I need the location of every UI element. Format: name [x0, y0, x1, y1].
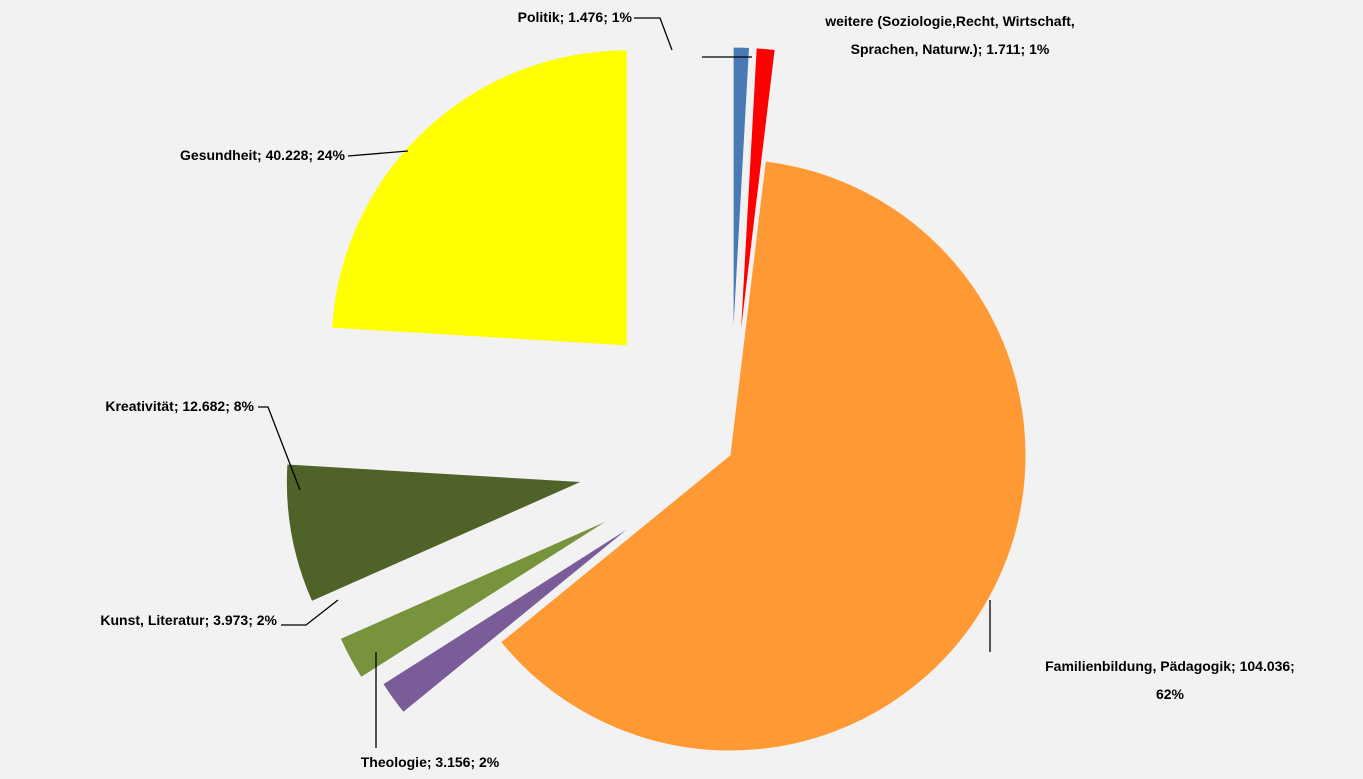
pie-slice [331, 49, 628, 347]
pie-slice [732, 46, 751, 344]
leader-line [634, 17, 673, 51]
data-label-line: weitere (Soziologie,Recht, Wirtschaft, [824, 13, 1075, 29]
data-label: Politik; 1.476; 1% [518, 9, 633, 25]
pie-slice [739, 47, 776, 344]
data-label-line: Gesundheit; 40.228; 24% [180, 147, 346, 163]
pie-slice [382, 524, 634, 714]
leader-line [281, 599, 339, 626]
leader-line [347, 150, 409, 157]
data-label-line: Sprachen, Naturw.); 1.711; 1% [851, 41, 1050, 57]
data-label-line: Theologie; 3.156; 2% [361, 754, 500, 770]
data-label: Familienbildung, Pädagogik; 104.036; 62% [1045, 658, 1295, 702]
leader-line [258, 406, 301, 491]
data-label-line: Kreativität; 12.682; 8% [105, 398, 254, 414]
data-label: Gesundheit; 40.228; 24% [180, 147, 346, 163]
data-label-line: 62% [1156, 686, 1185, 702]
data-label-line: Familienbildung, Pädagogik; 104.036; [1045, 658, 1295, 674]
data-label: weitere (Soziologie,Recht, Wirtschaft, Sp… [824, 13, 1075, 57]
data-label-line: Kunst, Literatur; 3.973; 2% [100, 612, 277, 628]
pie-slice [499, 160, 1027, 752]
data-label: Kunst, Literatur; 3.973; 2% [100, 612, 277, 628]
data-label: Theologie; 3.156; 2% [361, 754, 500, 770]
data-label: Kreativität; 12.682; 8% [105, 398, 254, 414]
data-label-line: Politik; 1.476; 1% [518, 9, 633, 25]
pie-slice [339, 518, 612, 679]
pie-slice [285, 463, 583, 603]
